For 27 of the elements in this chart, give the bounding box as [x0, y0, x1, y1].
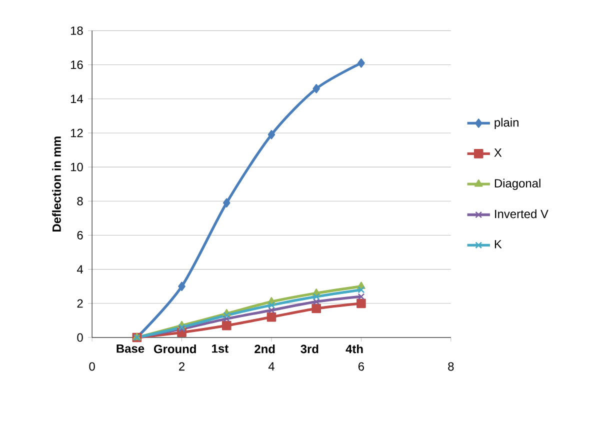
- y-tick-label: 0: [77, 333, 83, 342]
- legend-label: K: [494, 240, 502, 248]
- legend-label: Diagonal: [494, 178, 540, 190]
- x-tick-label: 0: [89, 362, 95, 371]
- text: 4th: [346, 344, 363, 354]
- y-tick-label: 12: [70, 128, 83, 138]
- text: Base: [116, 344, 144, 353]
- y-tick-label: 14: [70, 94, 83, 104]
- x-tick-label: 8: [448, 362, 454, 371]
- y-tick-label: 10: [70, 162, 83, 172]
- y-tick-label: 18: [70, 26, 83, 35]
- legend-label: Inverted V: [495, 209, 548, 218]
- y-tick-label: 4: [76, 265, 83, 274]
- legend-label: plain: [494, 118, 518, 130]
- y-tick-label: 8: [77, 196, 83, 206]
- y-axis-title: Deflection in mm: [52, 136, 61, 232]
- text: 3rd: [300, 344, 318, 354]
- legend-label: X: [494, 148, 502, 157]
- text: 1st: [212, 344, 228, 353]
- y-tick-label: 6: [77, 231, 83, 240]
- y-tick-label: 16: [70, 60, 83, 70]
- x-tick-label: 4: [268, 362, 274, 370]
- x-tick-label: 6: [358, 362, 364, 371]
- y-tick-label: 2: [77, 299, 83, 308]
- x-tick-label: 2: [179, 362, 184, 371]
- text: 2nd: [254, 344, 275, 354]
- text: Ground: [154, 344, 196, 354]
